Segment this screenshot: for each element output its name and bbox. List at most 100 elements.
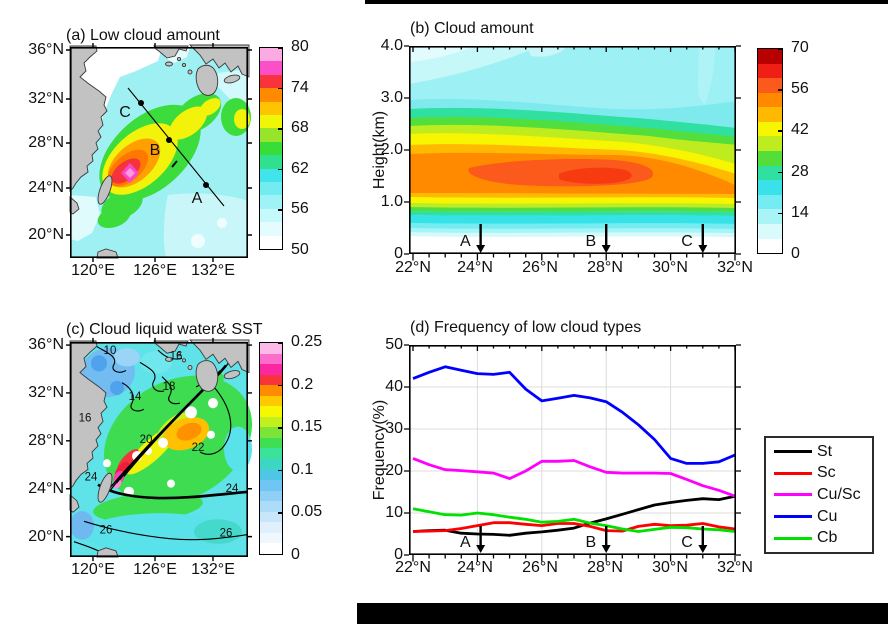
panel-a-title: (a) Low cloud amount	[66, 27, 220, 44]
panel-a-ytick: 28°N	[28, 134, 64, 151]
marker-label-B: B	[586, 534, 597, 551]
panel-d-ytick: 10	[385, 504, 403, 521]
sst-contour-label: 20	[140, 433, 153, 446]
colorbar-b-tick: 56	[791, 80, 809, 98]
panel-d-xtick: 22°N	[395, 559, 431, 576]
sst-contour-label: 14	[129, 390, 142, 403]
panel-c-title: (c) Cloud liquid water& SST	[66, 321, 263, 338]
colorbar-b-tick: 14	[791, 203, 809, 221]
panel-a-ytick: 24°N	[28, 179, 64, 196]
legend-line-swatch	[774, 515, 812, 519]
panel-b-xtick: 32°N	[717, 259, 753, 276]
legend-item-Cb: Cb	[774, 529, 872, 547]
panel-c-ytick: 20°N	[28, 528, 64, 545]
colorbar-c-tick: 0.25	[291, 333, 323, 350]
legend-label: Cu/Sc	[817, 485, 861, 503]
colorbar-a: 80 74 68 62 56 50	[259, 38, 343, 258]
legend-line-swatch	[774, 493, 812, 497]
transect-point-label-C: C	[119, 104, 131, 121]
bottom-black-bar	[357, 603, 888, 624]
legend-label: Cb	[817, 529, 838, 547]
panel-c-ytick: 28°N	[28, 432, 64, 449]
panel-d-ytick: 40	[385, 378, 403, 395]
top-black-bar	[365, 0, 888, 4]
panel-d-xtick: 32°N	[717, 559, 753, 576]
panel-c-ytick: 24°N	[28, 480, 64, 497]
line-chart-d-canvas: A B C	[404, 344, 741, 562]
sst-contour-label: 22	[192, 441, 205, 454]
marker-label-C: C	[681, 233, 693, 250]
panel-a-ytick: 20°N	[28, 226, 64, 243]
panel-b-xtick: 30°N	[652, 259, 688, 276]
panel-b-ytick: 1.0	[380, 193, 403, 210]
panel-d-ytick: 20	[385, 462, 403, 479]
colorbar-b-tick: 70	[791, 39, 809, 56]
panel-c-xtick: 132°E	[191, 561, 235, 578]
transect-annotations: A B C	[119, 87, 225, 207]
legend-label: Sc	[817, 464, 836, 482]
colorbar-b-tick: 42	[791, 121, 809, 139]
panel-b-ytick: 3.0	[380, 89, 403, 106]
colorbar-a-tick: 68	[291, 119, 309, 137]
panel-a-ytick: 36°N	[28, 41, 64, 58]
colorbar-c-tick: 0.05	[291, 503, 323, 521]
marker-label-A: A	[460, 233, 471, 250]
panel-b-title: (b) Cloud amount	[410, 20, 534, 37]
sst-contour-label: 24	[85, 470, 98, 483]
sst-contour-labels: 10 16 18 14 16 20 22 24 24 26 26	[79, 344, 239, 540]
transect-point-C	[138, 100, 144, 106]
sst-contour-label: 10	[104, 344, 117, 357]
legend-label: St	[817, 442, 833, 460]
legend-item-Cu: Cu	[774, 508, 872, 526]
marker-label-B: B	[586, 233, 597, 250]
colorbar-b: 70 56 42 28 14 0	[757, 39, 843, 262]
colorbar-c-tick: 0.2	[291, 375, 314, 393]
panel-a-xtick: 120°E	[71, 262, 115, 279]
colorbar-c-tick: 0.15	[291, 418, 323, 436]
legend-box: St Sc Cu/Sc Cu Cb	[764, 436, 874, 554]
colorbar-c-tick: 0	[291, 546, 300, 563]
transect-point-A	[203, 182, 209, 188]
panel-b-ytick: 0	[394, 245, 403, 262]
sst-contour-label: 26	[100, 523, 113, 536]
sst-contour-label: 18	[163, 380, 176, 393]
colorbar-a-tick: 56	[291, 200, 309, 218]
panel-d-xtick: 24°N	[457, 559, 493, 576]
map-c-canvas: 10 16 18 14 16 20 22 24 24 26 26	[66, 337, 253, 562]
series-line-St	[412, 494, 736, 537]
colorbar-c: 0.25 0.2 0.15 0.1 0.05 0	[259, 333, 343, 563]
transect-point-label-B: B	[150, 142, 161, 159]
colorbar-a-tick: 62	[291, 159, 309, 177]
panel-c-ytick: 36°N	[28, 336, 64, 353]
panel-d-ytick: 30	[385, 420, 403, 437]
series-line-Cu	[412, 365, 736, 465]
marker-label-C: C	[681, 534, 693, 551]
colorbar-a-tick: 80	[291, 38, 309, 55]
colorbar-a-tick: 50	[291, 241, 309, 258]
panel-d-xtick: 28°N	[587, 559, 623, 576]
transect-point-B	[166, 137, 172, 143]
legend-item-Cu-Sc: Cu/Sc	[774, 486, 872, 504]
panel-b-xtick: 24°N	[457, 259, 493, 276]
panel-a-xtick: 132°E	[191, 262, 235, 279]
panel-b-ytick: 2.0	[380, 141, 403, 158]
panel-d-xtick: 30°N	[652, 559, 688, 576]
land-masses	[69, 44, 250, 259]
panel-d-ytick: 0	[394, 546, 403, 563]
legend-line-swatch	[774, 471, 812, 475]
legend-item-St: St	[774, 443, 872, 461]
cross-section-b-canvas: A B C	[404, 45, 741, 261]
panel-d-xtick: 26°N	[522, 559, 558, 576]
legend-line-swatch	[774, 450, 812, 454]
sst-contour-label: 16	[170, 349, 183, 362]
map-a-canvas: A B C	[66, 43, 252, 262]
transect-markers-b: A B C	[460, 224, 708, 253]
panel-c-xtick: 120°E	[71, 561, 115, 578]
legend-line-swatch	[774, 536, 812, 540]
panel-a-ytick: 32°N	[28, 90, 64, 107]
sst-contour-label: 24	[226, 482, 239, 495]
panel-a-xtick: 126°E	[133, 262, 177, 279]
legend-label: Cu	[817, 507, 838, 525]
panel-b-xtick: 26°N	[522, 259, 558, 276]
